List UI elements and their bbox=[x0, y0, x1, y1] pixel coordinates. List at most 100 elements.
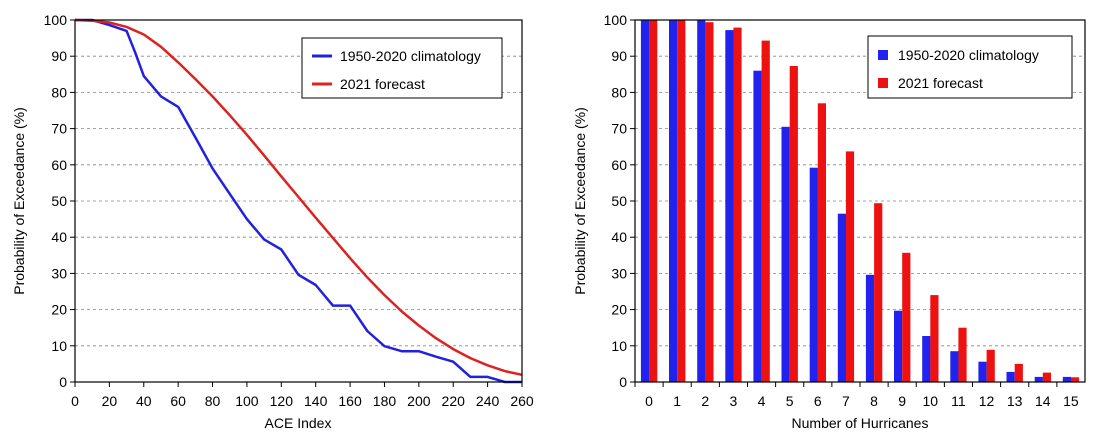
left-x-tick-label: 0 bbox=[71, 393, 79, 409]
ace-exceedance-chart: 0 10 20 30 40 50 60 70 80 90 100 0 20 40 60 80 100 120 14… bbox=[11, 12, 534, 431]
left-y-tick-labels: 0 10 20 30 40 50 60 70 80 90 100 bbox=[44, 12, 75, 390]
left-y-tick-label: 40 bbox=[51, 229, 67, 245]
left-x-tick-labels: 0 20 40 60 80 100 120 140 160 180 200 220 240 260 bbox=[71, 382, 534, 409]
right-legend-swatch-climatology bbox=[878, 50, 888, 60]
right-x-tick-label: 2 bbox=[701, 393, 709, 409]
left-x-tick-label: 260 bbox=[510, 393, 534, 409]
left-x-tick-label: 120 bbox=[270, 393, 294, 409]
climatology-bar bbox=[978, 361, 987, 382]
climatology-bar bbox=[1062, 376, 1071, 382]
climatology-bar bbox=[669, 20, 678, 382]
forecast-bar bbox=[902, 252, 911, 382]
right-y-tick-label: 40 bbox=[611, 229, 627, 245]
left-x-tick-label: 200 bbox=[407, 393, 431, 409]
climatology-bar bbox=[837, 213, 846, 382]
climatology-line bbox=[75, 18, 522, 384]
left-x-tick-label: 220 bbox=[442, 393, 466, 409]
right-x-tick-label: 1 bbox=[673, 393, 681, 409]
climatology-bar bbox=[753, 70, 762, 382]
right-y-tick-label: 10 bbox=[611, 338, 627, 354]
right-x-tick-labels: 0 1 2 3 4 5 6 7 8 9 10 11 12 13 14 15 bbox=[634, 382, 1079, 409]
left-gridlines bbox=[75, 55, 522, 347]
left-y-tick-label: 80 bbox=[51, 84, 67, 100]
forecast-bar bbox=[1042, 372, 1051, 382]
right-y-tick-label: 90 bbox=[611, 48, 627, 64]
right-x-tick-label: 12 bbox=[979, 393, 995, 409]
climatology-bar bbox=[640, 20, 650, 382]
left-legend-label-forecast: 2021 forecast bbox=[340, 76, 425, 92]
left-legend-label-climatology: 1950-2020 climatology bbox=[340, 48, 481, 64]
left-x-tick-label: 100 bbox=[235, 393, 259, 409]
right-x-tick-label: 4 bbox=[758, 393, 766, 409]
left-x-tick-label: 240 bbox=[476, 393, 500, 409]
right-y-axis-title: Probability of Exceedance (%) bbox=[572, 107, 588, 295]
right-legend-swatch-forecast bbox=[878, 78, 888, 88]
forecast-bar bbox=[1014, 363, 1023, 382]
forecast-bar bbox=[874, 203, 883, 382]
left-x-axis-title: ACE Index bbox=[265, 415, 332, 431]
right-x-tick-label: 10 bbox=[923, 393, 939, 409]
forecast-bar bbox=[986, 349, 995, 382]
forecast-bar bbox=[958, 327, 967, 382]
left-x-tick-label: 40 bbox=[136, 393, 152, 409]
left-y-tick-label: 60 bbox=[51, 157, 67, 173]
left-x-tick-label: 80 bbox=[205, 393, 221, 409]
climatology-bar bbox=[865, 274, 875, 382]
right-legend-label-forecast: 2021 forecast bbox=[898, 75, 983, 91]
forecast-bar bbox=[1070, 377, 1080, 382]
left-x-tick-label: 140 bbox=[304, 393, 328, 409]
forecast-bar bbox=[677, 20, 686, 382]
left-y-tick-label: 90 bbox=[51, 48, 67, 64]
right-x-tick-label: 5 bbox=[786, 393, 794, 409]
left-y-tick-label: 20 bbox=[51, 302, 67, 318]
right-x-tick-label: 8 bbox=[870, 393, 878, 409]
right-x-tick-label: 6 bbox=[814, 393, 822, 409]
right-y-tick-label: 0 bbox=[619, 374, 627, 390]
climatology-bar bbox=[950, 351, 959, 382]
right-x-tick-label: 7 bbox=[842, 393, 850, 409]
left-y-tick-label: 30 bbox=[51, 265, 67, 281]
right-legend: 1950-2020 climatology 2021 forecast bbox=[867, 35, 1073, 99]
forecast-bar bbox=[789, 66, 798, 382]
left-legend: 1950-2020 climatology 2021 forecast bbox=[301, 37, 503, 99]
right-x-tick-label: 13 bbox=[1007, 393, 1023, 409]
climatology-bar bbox=[922, 336, 931, 382]
left-series-lines bbox=[74, 18, 523, 384]
climatology-bar bbox=[697, 20, 706, 382]
left-y-tick-label: 50 bbox=[51, 193, 67, 209]
left-y-tick-label: 10 bbox=[51, 338, 67, 354]
right-x-axis-title: Number of Hurricanes bbox=[792, 415, 929, 431]
forecast-bar bbox=[733, 27, 742, 382]
left-x-tick-label: 20 bbox=[102, 393, 118, 409]
left-y-axis-title: Probability of Exceedance (%) bbox=[11, 107, 27, 295]
right-y-tick-label: 100 bbox=[604, 12, 628, 28]
left-x-tick-label: 60 bbox=[170, 393, 186, 409]
right-y-tick-labels: 0 10 20 30 40 50 60 70 80 90 100 bbox=[604, 12, 635, 390]
right-x-tick-label: 9 bbox=[898, 393, 906, 409]
climatology-bar bbox=[1006, 371, 1015, 382]
right-y-tick-label: 80 bbox=[611, 84, 627, 100]
right-x-tick-label: 14 bbox=[1035, 393, 1051, 409]
left-y-tick-label: 0 bbox=[59, 374, 67, 390]
forecast-line bbox=[74, 18, 523, 377]
right-y-tick-label: 50 bbox=[611, 193, 627, 209]
right-legend-label-climatology: 1950-2020 climatology bbox=[898, 47, 1039, 63]
climatology-bar bbox=[725, 30, 734, 382]
forecast-bar bbox=[817, 103, 826, 383]
left-y-tick-label: 100 bbox=[44, 12, 68, 28]
right-x-tick-label: 11 bbox=[951, 393, 966, 409]
right-y-tick-label: 60 bbox=[611, 157, 627, 173]
forecast-bar bbox=[705, 22, 714, 382]
right-x-tick-label: 0 bbox=[645, 393, 653, 409]
left-y-tick-label: 70 bbox=[51, 121, 67, 137]
left-x-tick-label: 160 bbox=[338, 393, 362, 409]
right-bars bbox=[640, 20, 1080, 383]
forecast-bar bbox=[930, 295, 939, 382]
climatology-bar bbox=[894, 310, 903, 382]
left-legend-box bbox=[301, 37, 503, 99]
right-y-tick-label: 30 bbox=[611, 265, 627, 281]
forecast-bar bbox=[761, 40, 770, 382]
right-y-tick-label: 20 bbox=[611, 302, 627, 318]
